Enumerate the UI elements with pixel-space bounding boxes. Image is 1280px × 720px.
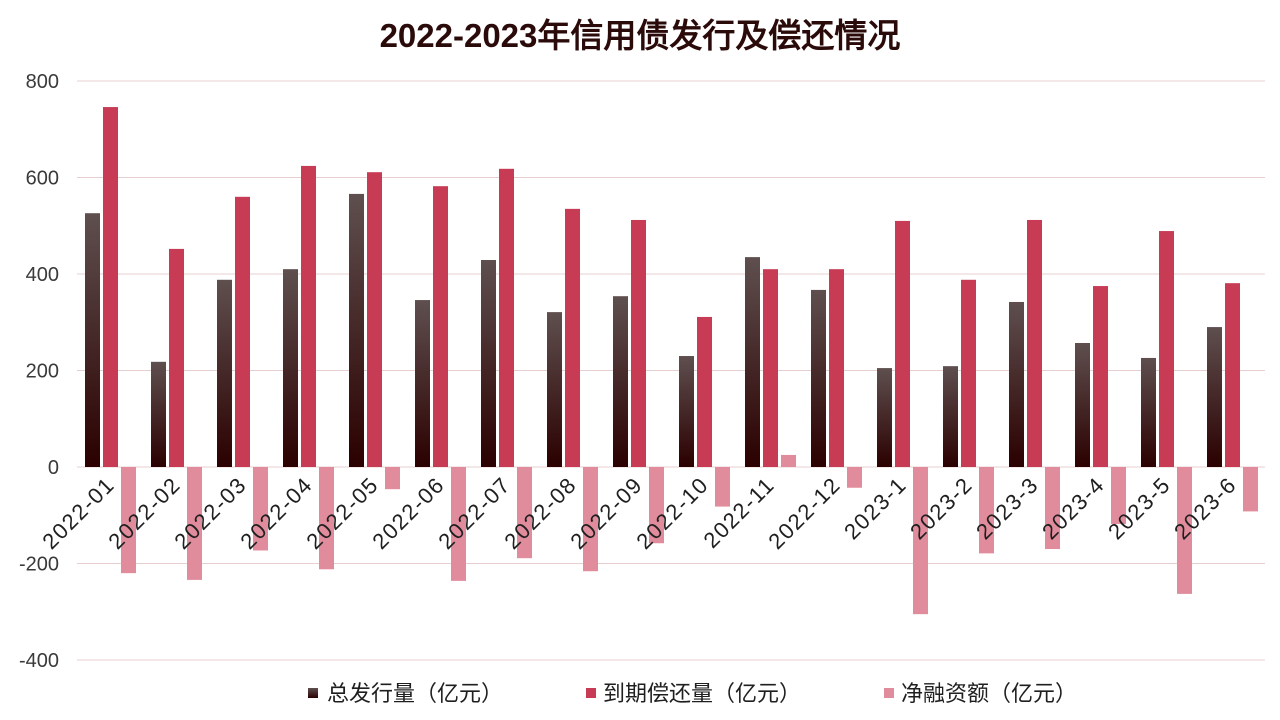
- bar-total-issuance-2022-10: [679, 356, 694, 467]
- bar-maturity-repayment-2023-2: [961, 279, 976, 467]
- x-tick-label: 2022-01: [37, 472, 119, 554]
- bar-maturity-repayment-2023-5: [1159, 231, 1174, 467]
- bar-net-financing-2022-10: [715, 467, 730, 507]
- bar-total-issuance-2022-01: [85, 213, 100, 467]
- legend-item-total-issuance: 总发行量（亿元）: [308, 681, 503, 706]
- bar-maturity-repayment-2022-10: [697, 316, 712, 467]
- bar-total-issuance-2022-04: [283, 269, 298, 467]
- legend: 总发行量（亿元） 到期偿还量（亿元） 净融资额（亿元）: [308, 681, 1077, 706]
- bar-total-issuance-2022-07: [481, 260, 496, 467]
- bar-maturity-repayment-2023-1: [895, 220, 910, 467]
- bars: [85, 107, 1258, 615]
- bar-net-financing-2023-5: [1177, 467, 1192, 594]
- bar-total-issuance-2023-5: [1141, 357, 1156, 467]
- y-tick-label: 400: [26, 264, 59, 286]
- bar-total-issuance-2022-05: [349, 193, 364, 467]
- y-tick-label: 800: [26, 71, 59, 93]
- y-tick-label: -200: [19, 554, 59, 576]
- bar-maturity-repayment-2022-02: [169, 248, 184, 467]
- legend-label-maturity-repayment: 到期偿还量（亿元）: [603, 681, 801, 706]
- y-tick-label: 0: [48, 457, 59, 479]
- bar-net-financing-2022-02: [187, 467, 202, 580]
- bar-maturity-repayment-2023-4: [1093, 286, 1108, 467]
- bar-net-financing-2023-3: [1045, 467, 1060, 550]
- x-tick-label: 2022-08: [499, 472, 581, 554]
- bar-total-issuance-2022-03: [217, 279, 232, 467]
- bar-maturity-repayment-2022-03: [235, 196, 250, 468]
- bar-total-issuance-2022-08: [547, 312, 562, 467]
- y-tick-label: -400: [19, 650, 59, 672]
- x-tick-label: 2022-09: [565, 472, 647, 554]
- bar-net-financing-2023-4: [1111, 467, 1126, 524]
- bar-total-issuance-2022-11: [745, 257, 760, 467]
- bar-maturity-repayment-2022-12: [829, 269, 844, 467]
- bar-net-financing-2022-06: [451, 467, 466, 581]
- bar-net-financing-2022-04: [319, 467, 334, 570]
- bar-net-financing-2022-03: [253, 467, 268, 551]
- x-tick-label: 2022-06: [367, 472, 449, 554]
- x-tick-label: 2022-03: [169, 472, 251, 554]
- legend-swatch-net-financing: [884, 688, 894, 698]
- legend-item-net-financing: 净融资额（亿元）: [884, 681, 1077, 706]
- bar-net-financing-2022-09: [649, 467, 664, 544]
- bar-net-financing-2022-07: [517, 467, 532, 559]
- bar-total-issuance-2022-06: [415, 300, 430, 467]
- bar-total-issuance-2023-4: [1075, 342, 1090, 467]
- gridlines: [77, 80, 1265, 661]
- bar-total-issuance-2022-02: [151, 361, 166, 467]
- bar-maturity-repayment-2022-06: [433, 186, 448, 467]
- bar-net-financing-2022-11: [781, 454, 796, 467]
- bar-maturity-repayment-2023-3: [1027, 219, 1042, 467]
- legend-item-maturity-repayment: 到期偿还量（亿元）: [586, 681, 801, 706]
- legend-label-total-issuance: 总发行量（亿元）: [327, 681, 503, 706]
- bar-total-issuance-2023-2: [943, 366, 958, 467]
- bar-total-issuance-2022-12: [811, 289, 826, 467]
- bar-total-issuance-2022-09: [613, 296, 628, 467]
- bar-maturity-repayment-2023-6: [1225, 283, 1240, 467]
- y-axis: -400 -200 0 200 400 600 800: [19, 71, 59, 672]
- bar-maturity-repayment-2022-11: [763, 269, 778, 467]
- bar-net-financing-2022-08: [583, 467, 598, 572]
- x-tick-label: 2022-02: [103, 472, 185, 554]
- bar-maturity-repayment-2022-09: [631, 219, 646, 467]
- legend-label-net-financing: 净融资额（亿元）: [901, 681, 1077, 706]
- y-tick-label: 200: [26, 361, 59, 383]
- bar-total-issuance-2023-1: [877, 368, 892, 467]
- bar-maturity-repayment-2022-07: [499, 168, 514, 467]
- x-tick-label: 2022-10: [631, 472, 713, 554]
- bar-net-financing-2022-05: [385, 467, 400, 490]
- bar-total-issuance-2023-3: [1009, 301, 1024, 467]
- x-tick-label: 2022-07: [433, 472, 515, 554]
- chart-title: 2022-2023年信用债发行及偿还情况: [380, 17, 901, 54]
- bar-maturity-repayment-2022-08: [565, 208, 580, 468]
- bar-total-issuance-2023-6: [1207, 327, 1222, 467]
- bar-net-financing-2023-1: [913, 467, 928, 615]
- x-tick-label: 2022-05: [301, 472, 383, 554]
- legend-swatch-total-issuance: [308, 688, 318, 698]
- bar-maturity-repayment-2022-05: [367, 172, 382, 467]
- bar-maturity-repayment-2022-01: [103, 107, 118, 468]
- bar-net-financing-2022-12: [847, 467, 862, 488]
- bar-net-financing-2022-01: [121, 467, 136, 574]
- bar-net-financing-2023-6: [1243, 467, 1258, 512]
- y-tick-label: 600: [26, 168, 59, 190]
- bar-net-financing-2023-2: [979, 467, 994, 554]
- bar-maturity-repayment-2022-04: [301, 165, 316, 468]
- x-tick-label: 2022-12: [763, 472, 845, 554]
- x-axis: 2022-012022-022022-032022-042022-052022-…: [37, 472, 1241, 554]
- legend-swatch-maturity-repayment: [586, 688, 596, 698]
- x-tick-label: 2022-04: [235, 472, 317, 554]
